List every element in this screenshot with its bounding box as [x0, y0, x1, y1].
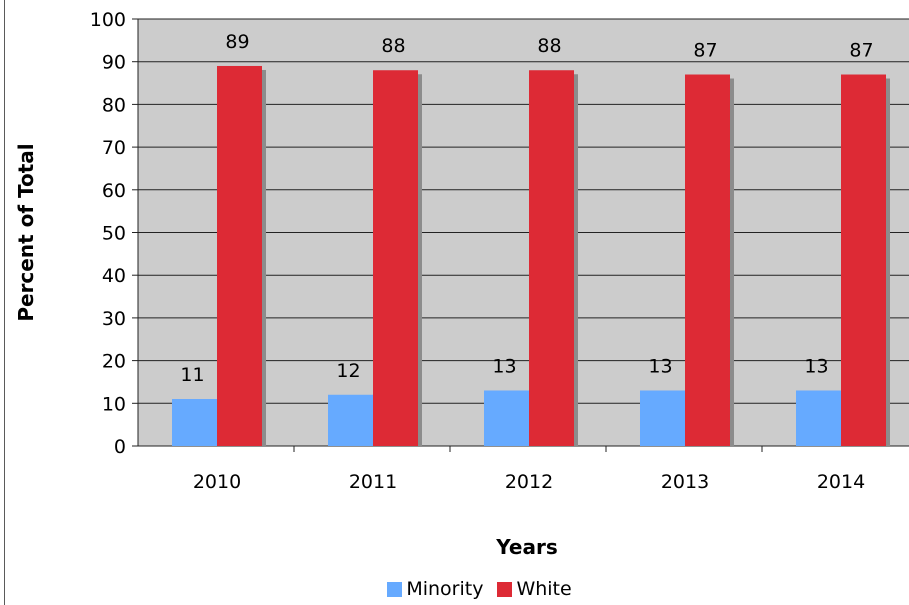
bar-minority	[484, 390, 529, 446]
legend-item-white: White	[497, 578, 572, 600]
bar-white	[529, 70, 574, 447]
bar-minority	[640, 390, 685, 446]
data-label-minority: 13	[492, 355, 516, 377]
y-tick-label: 70	[102, 137, 126, 159]
y-tick-label: 40	[102, 265, 126, 287]
legend-label-minority: Minority	[406, 578, 484, 600]
data-label-minority: 13	[804, 355, 828, 377]
data-label-white: 87	[849, 40, 873, 62]
x-tick-label: 2010	[193, 471, 241, 493]
bar-minority	[796, 390, 841, 446]
x-tick-label: 2012	[505, 471, 553, 493]
data-label-white: 87	[693, 40, 717, 62]
data-label-minority: 12	[336, 360, 360, 382]
y-tick-label: 50	[102, 223, 126, 245]
x-tick-label: 2013	[661, 471, 709, 493]
bar-minority	[172, 399, 217, 446]
data-label-white: 88	[537, 35, 561, 57]
x-axis-title: Years	[495, 535, 557, 559]
bar-white	[841, 74, 886, 446]
y-axis-title: Percent of Total	[14, 143, 38, 321]
bar-white	[217, 65, 262, 446]
bar-white	[373, 70, 418, 447]
legend: Minority White	[0, 576, 909, 602]
data-label-minority: 11	[180, 364, 204, 386]
data-label-minority: 13	[648, 355, 672, 377]
bar-white	[685, 74, 730, 446]
legend-swatch-white	[497, 581, 513, 597]
y-tick-label: 10	[102, 393, 126, 415]
y-tick-label: 80	[102, 94, 126, 116]
bar-minority	[328, 394, 373, 446]
y-tick-label: 90	[102, 52, 126, 74]
legend-swatch-minority	[387, 581, 403, 597]
y-tick-label: 100	[90, 9, 126, 31]
chart-left-border	[4, 0, 5, 605]
legend-item-minority: Minority	[387, 578, 483, 600]
x-tick-label: 2011	[349, 471, 397, 493]
legend-label-white: White	[516, 578, 572, 600]
y-tick-label: 0	[114, 436, 126, 458]
x-tick-label: 2014	[817, 471, 865, 493]
data-label-white: 89	[225, 31, 249, 53]
y-tick-label: 30	[102, 308, 126, 330]
y-tick-label: 60	[102, 180, 126, 202]
data-label-white: 88	[381, 35, 405, 57]
y-tick-label: 20	[102, 351, 126, 373]
